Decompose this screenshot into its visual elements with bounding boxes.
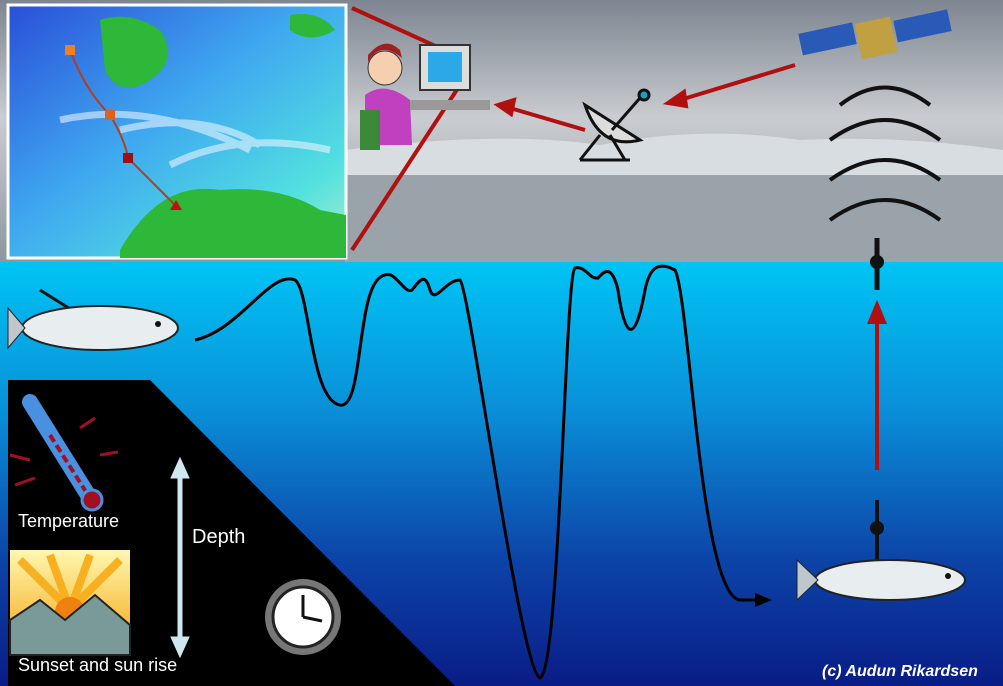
- fish-icon: [7, 288, 179, 351]
- sunset-icon: [9, 550, 131, 656]
- sea-surface: [345, 175, 1003, 262]
- depth-track: [194, 264, 760, 680]
- thermometer-icon: [9, 394, 119, 512]
- data-arrows: [350, 6, 887, 470]
- credit: (c) Audun Rikardsen: [822, 663, 978, 680]
- surface-tag: [870, 238, 884, 290]
- fish-icon: [796, 500, 966, 602]
- dish-icon: [578, 88, 651, 162]
- track-arrow: [755, 593, 772, 607]
- person-icon: [360, 43, 490, 150]
- sunset-label: Sunset and sun rise: [18, 655, 177, 675]
- map-inset: [6, 3, 348, 260]
- temperature-label: Temperature: [18, 511, 119, 531]
- clock-icon: [265, 579, 341, 655]
- depth-label: Depth: [192, 526, 245, 548]
- satellite-icon: [798, 9, 952, 60]
- mountains: [345, 133, 1003, 175]
- depth-arrow: [170, 456, 190, 659]
- signal-waves: [828, 85, 942, 222]
